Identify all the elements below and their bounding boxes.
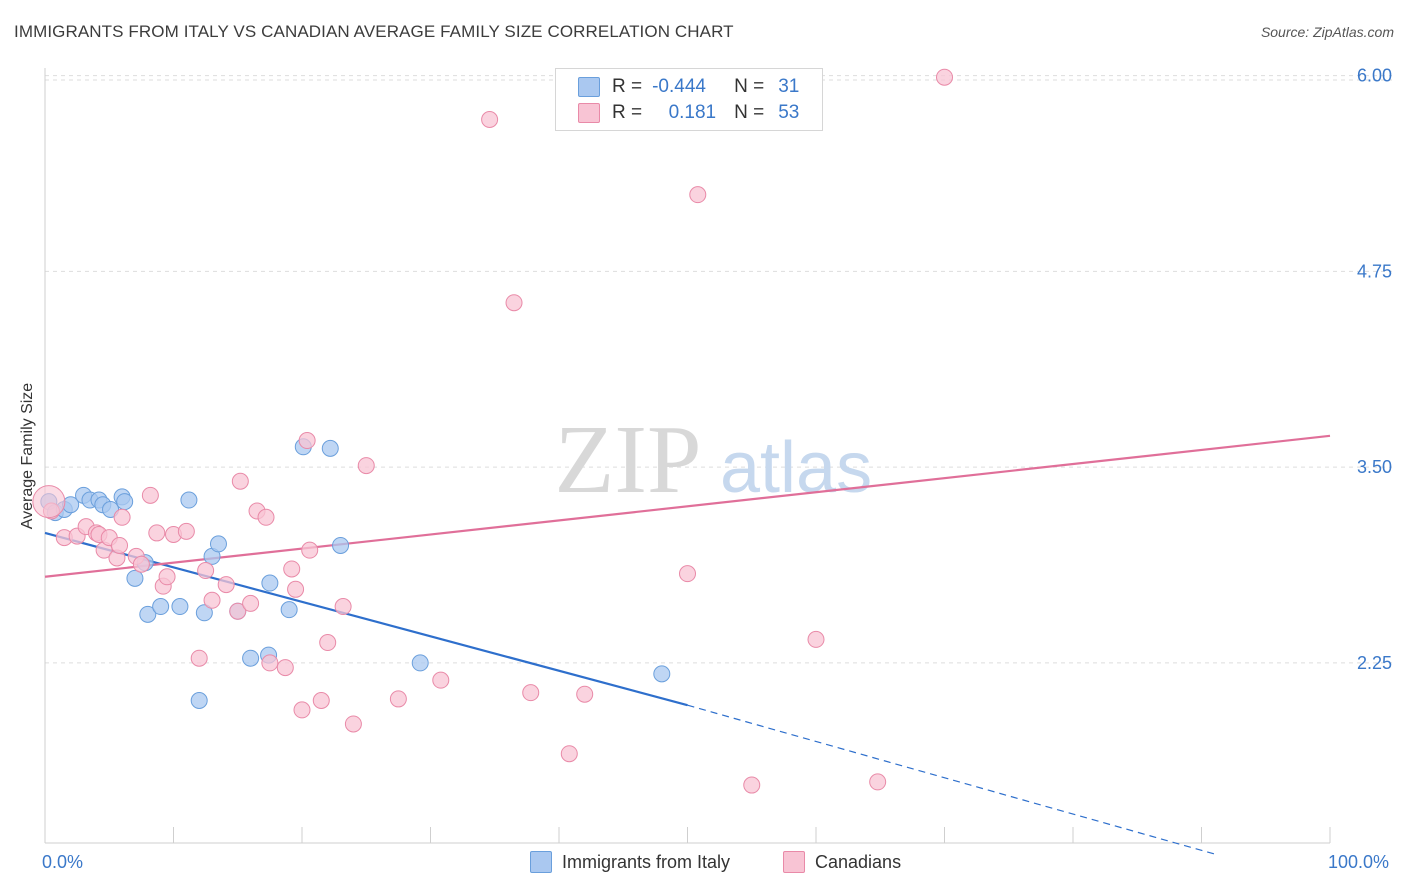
data-point-canada [481,111,499,129]
points-layer [32,68,953,794]
data-point-canada [869,773,887,791]
data-point-canada [689,186,707,204]
data-point-canada [148,524,166,542]
data-point-canada [261,654,279,672]
legend-r-label: R = [612,76,643,97]
cluster-point [32,485,66,519]
data-point-italy [261,574,279,592]
data-point-canada [522,684,540,702]
data-point-italy [411,654,429,672]
data-point-canada [936,68,953,86]
bottom-legend-swatch-canada [783,851,805,873]
legend-row-italy: R = -0.444 N = 31 [578,75,799,99]
legend-n-label: N = [734,102,765,123]
legend-swatch-italy [578,77,600,97]
data-point-canada [743,776,761,794]
data-point-canada [357,457,375,475]
legend-n-value: 53 [778,102,800,123]
x-min-label: 0.0% [42,852,84,872]
data-point-canada [231,472,249,490]
legend-r-label: R = [612,102,643,123]
legend-r-value: -0.444 [652,76,706,97]
y-tick-label: 3.50 [1357,457,1392,477]
data-point-canada [298,432,316,450]
data-point-italy [126,569,144,587]
data-point-canada [319,634,337,652]
data-point-canada [293,701,311,719]
axis-layer [44,68,1331,844]
legend-n-value: 31 [778,76,800,97]
bottom-legend-italy: Immigrants from Italy [530,851,730,873]
data-point-canada [560,745,578,763]
y-tick-label: 2.25 [1357,653,1392,673]
data-point-canada [389,690,407,708]
data-point-italy [332,536,350,554]
data-point-canada [229,602,247,620]
source-label: Source: ZipAtlas.com [1260,24,1394,40]
correlation-legend: R = -0.444 N = 31 R = 0.181 N = 53 [555,68,823,131]
data-point-italy [242,649,260,667]
x-max-label: 100.0% [1328,852,1390,872]
y-tick-label: 6.00 [1357,66,1392,86]
data-point-canada [432,671,450,689]
bottom-legend-swatch-italy [530,851,552,873]
y-tick-labels: 2.25 3.50 4.75 6.00 [1357,66,1392,673]
data-point-italy [195,604,213,622]
data-point-canada [132,555,150,573]
data-point-italy [321,439,339,457]
data-point-canada [158,568,176,586]
data-point-canada [113,508,131,526]
data-point-canada [283,560,301,578]
data-point-italy [209,535,227,553]
data-point-canada [111,536,129,554]
bottom-legend: Immigrants from Italy Canadians [0,851,1406,877]
grid-layer [45,75,1392,664]
data-point-canada [287,580,305,598]
data-point-italy [116,493,134,511]
legend-swatch-canada [578,103,600,123]
trend-line-canada [44,434,1331,578]
data-point-canada [312,691,330,709]
data-point-canada [807,630,825,648]
data-point-canada [177,522,195,540]
data-point-canada [505,294,523,312]
data-point-italy [171,598,189,616]
data-point-canada [203,591,221,609]
data-point-canada [679,565,696,583]
data-point-canada [197,562,215,580]
chart-title: IMMIGRANTS FROM ITALY VS CANADIAN AVERAG… [14,22,734,41]
data-point-canada [276,659,294,677]
data-point-canada [242,594,260,612]
data-point-canada [141,486,159,504]
watermark-atlas: atlas [720,428,872,508]
bottom-legend-label-italy: Immigrants from Italy [562,851,731,872]
bottom-legend-canada: Canadians [783,851,901,873]
watermark: ZIP atlas [555,406,873,514]
watermark-zip: ZIP [555,406,702,514]
data-point-italy [653,665,671,683]
trend-line-dashed-italy [687,704,1215,855]
data-point-italy [152,598,170,616]
data-point-canada [344,715,362,733]
data-point-italy [190,691,208,709]
data-point-italy [180,491,198,509]
y-axis-label: Average Family Size [19,382,36,530]
y-tick-label: 4.75 [1357,261,1392,281]
data-point-italy [280,601,298,619]
bottom-legend-label-canada: Canadians [815,851,902,872]
data-point-canada [190,649,208,667]
legend-n-label: N = [734,76,765,97]
legend-row-canada: R = 0.181 N = 53 [578,101,799,125]
data-point-canada [217,576,235,594]
data-point-canada [257,508,275,526]
legend-r-value: 0.181 [668,102,717,123]
data-point-canada [334,598,352,616]
data-point-canada [576,685,594,703]
data-point-canada [301,541,319,559]
data-point-italy [139,605,157,623]
